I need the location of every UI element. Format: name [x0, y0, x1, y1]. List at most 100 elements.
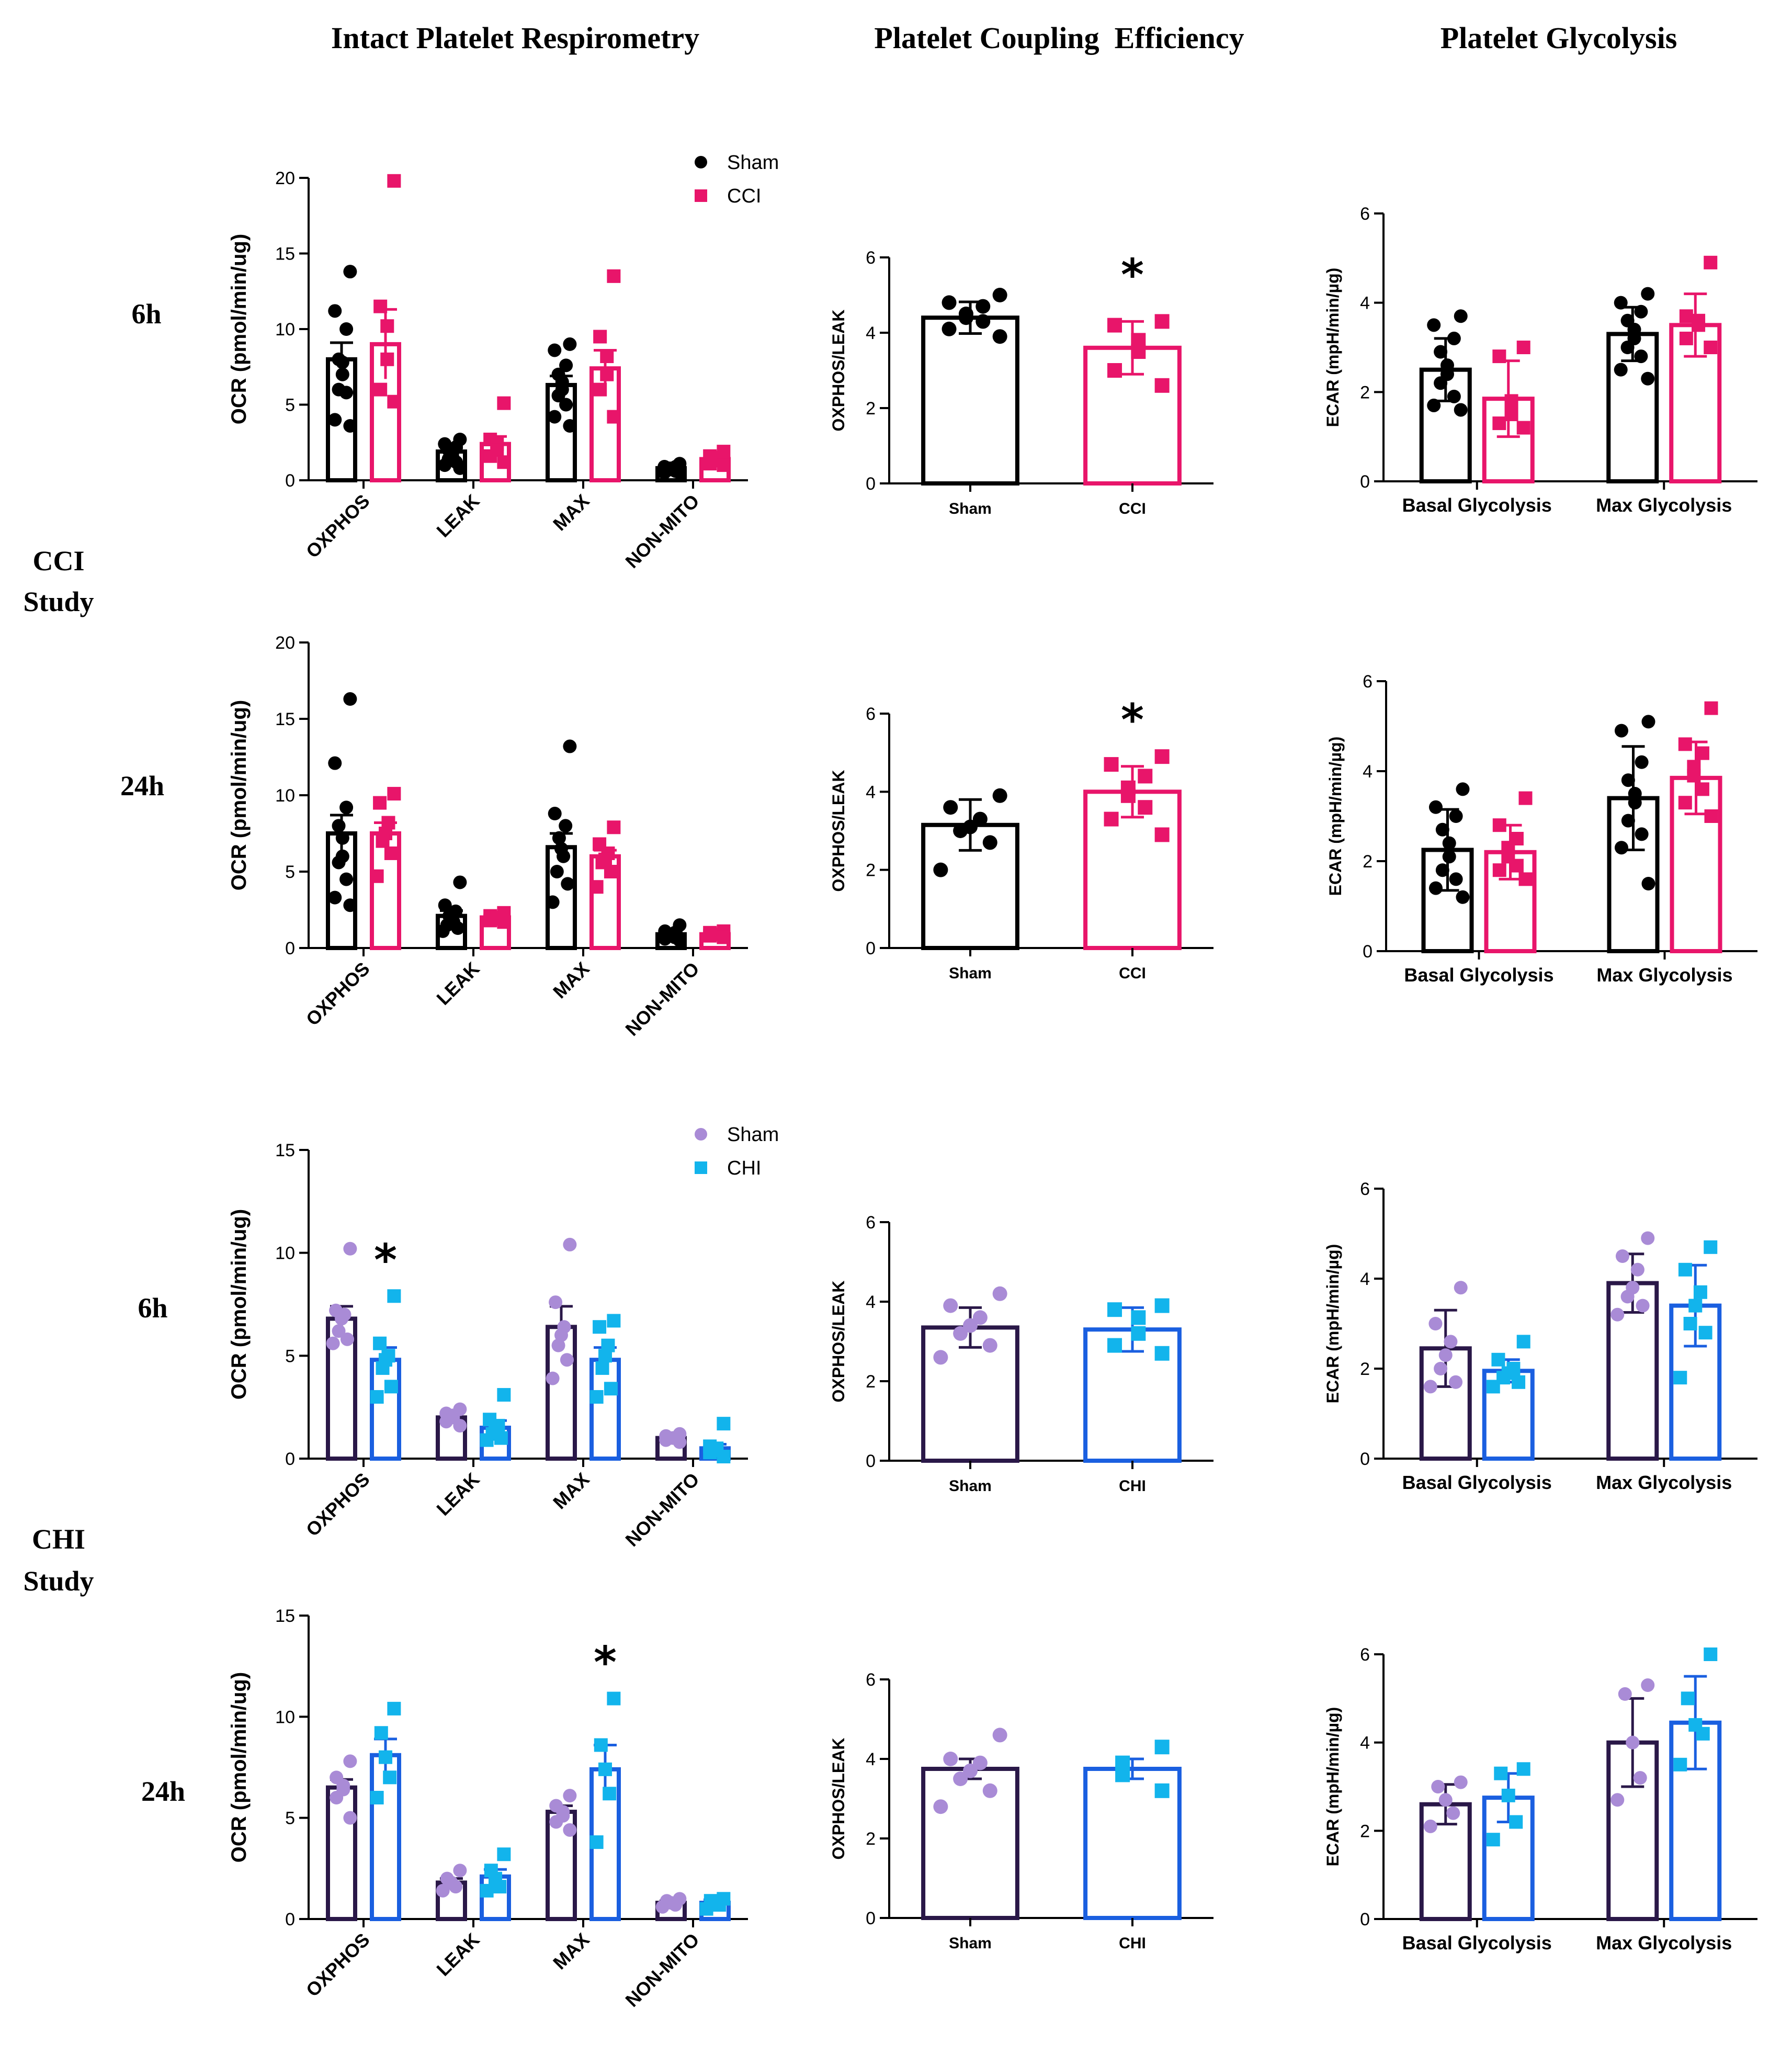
- data-point: [480, 1433, 494, 1447]
- column-title-coupling-efficiency: Platelet Coupling Efficiency: [874, 21, 1244, 55]
- legend-label: CHI: [727, 1157, 761, 1179]
- data-point: [933, 1350, 948, 1365]
- data-point: [703, 457, 717, 471]
- y-tick-label: 6: [866, 1670, 876, 1690]
- x-tick-label: MAX: [549, 958, 594, 1003]
- y-tick-label: 0: [866, 1451, 876, 1471]
- data-point: [943, 1752, 958, 1766]
- data-point: [483, 449, 497, 463]
- data-point: [546, 1371, 560, 1385]
- data-point: [339, 322, 354, 336]
- data-point: [548, 410, 562, 424]
- data-point: [1704, 255, 1718, 269]
- data-point: [976, 299, 991, 314]
- data-point: [1154, 378, 1170, 393]
- data-point: [1427, 398, 1441, 412]
- data-point: [673, 1435, 687, 1449]
- data-point: [343, 1754, 357, 1768]
- data-point: [546, 895, 560, 909]
- data-point: [1695, 782, 1709, 796]
- data-point: [1138, 800, 1153, 815]
- data-point: [1442, 836, 1456, 850]
- data-point: [1423, 1819, 1437, 1833]
- data-point: [1154, 1346, 1170, 1361]
- data-point: [603, 1787, 617, 1801]
- data-point: [992, 788, 1007, 803]
- bar: [326, 1785, 357, 1922]
- data-point: [563, 1237, 577, 1251]
- data-point: [1104, 811, 1119, 827]
- chart-panel: 0 2 4 6 ECAR (mpH/min/µg) Basal Glycolysis Max…: [1323, 1179, 1757, 1493]
- data-point: [598, 1349, 612, 1363]
- data-point: [494, 1431, 508, 1445]
- data-point: [332, 819, 346, 833]
- data-point: [1154, 1740, 1170, 1755]
- x-tick-label: CCI: [1119, 500, 1146, 517]
- y-axis-label: ECAR (mpH/min/µg): [1326, 737, 1345, 896]
- y-tick-label: 10: [275, 1707, 295, 1727]
- x-tick-label: Sham: [949, 965, 992, 982]
- y-tick-label: 2: [866, 1372, 876, 1392]
- data-point: [668, 1898, 683, 1912]
- y-tick-label: 0: [285, 1910, 295, 1929]
- data-point: [607, 1691, 621, 1706]
- data-point: [439, 1415, 453, 1429]
- x-tick-label: Basal Glycolysis: [1402, 1472, 1552, 1493]
- data-point: [1434, 345, 1448, 359]
- data-point: [982, 1338, 997, 1353]
- data-point: [480, 1883, 494, 1898]
- y-tick-label: 0: [285, 939, 295, 958]
- data-point: [1512, 1375, 1526, 1389]
- data-point: [550, 865, 564, 878]
- data-point: [373, 1336, 387, 1350]
- data-point: [589, 1835, 604, 1849]
- data-point: [1696, 1726, 1710, 1741]
- y-tick-label: 10: [275, 786, 295, 806]
- y-tick-label: 6: [1360, 1645, 1370, 1665]
- y-axis-label: ECAR (mpH/min/µg): [1323, 268, 1342, 427]
- data-point: [589, 880, 604, 894]
- y-tick-label: 5: [285, 862, 295, 882]
- data-point: [1492, 416, 1506, 431]
- data-point: [972, 1310, 988, 1325]
- data-point: [370, 869, 384, 883]
- data-point: [1438, 1793, 1453, 1807]
- data-point: [1449, 1375, 1463, 1389]
- data-point: [1516, 1762, 1530, 1776]
- data-point: [387, 787, 401, 801]
- data-point: [335, 355, 349, 369]
- data-point: [563, 739, 577, 753]
- time-label-chi-6h: 6h: [138, 1292, 167, 1324]
- x-tick-label: NON-MITO: [621, 958, 703, 1040]
- data-point: [563, 1789, 577, 1803]
- data-point: [593, 382, 607, 397]
- data-point: [483, 913, 497, 928]
- legend-label: Sham: [727, 1124, 779, 1146]
- x-tick-label: CCI: [1119, 965, 1146, 982]
- y-axis-label: OCR (pmol/min/ug): [228, 1672, 251, 1863]
- data-point: [497, 915, 511, 929]
- y-tick-label: 4: [866, 782, 876, 802]
- y-tick-label: 4: [866, 323, 876, 343]
- data-point: [1154, 1298, 1170, 1313]
- data-point: [673, 933, 687, 947]
- data-point: [1614, 724, 1628, 738]
- chart-panel: 0 5 10 15 20 OCR (pmol/min/ug) OXPHOS LEAK MAX NO…: [228, 633, 748, 1040]
- x-tick-label: MAX: [549, 1929, 594, 1974]
- data-point: [560, 1353, 574, 1367]
- data-point: [551, 389, 565, 403]
- data-point: [387, 174, 401, 188]
- data-point: [328, 890, 342, 905]
- data-point: [380, 319, 394, 333]
- data-point: [1454, 1281, 1468, 1295]
- x-tick-label: LEAK: [432, 490, 483, 541]
- data-point: [1704, 341, 1718, 354]
- x-tick-label: NON-MITO: [621, 490, 703, 572]
- data-point: [1454, 309, 1468, 323]
- data-point: [699, 1902, 713, 1916]
- y-tick-label: 10: [275, 320, 295, 340]
- data-point: [339, 872, 354, 886]
- data-point: [453, 461, 467, 475]
- data-point: [453, 1419, 467, 1433]
- data-point: [548, 807, 562, 821]
